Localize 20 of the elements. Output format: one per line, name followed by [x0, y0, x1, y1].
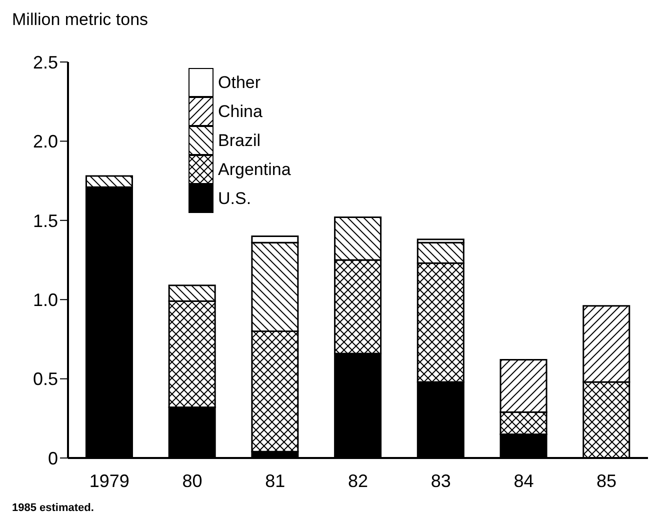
- y-tick-label: 1.5: [32, 210, 58, 231]
- legend-label: Other: [218, 72, 261, 92]
- legend-label: Argentina: [218, 160, 291, 180]
- legend-label: U.S.: [218, 188, 252, 208]
- text: 1985 estimated.: [12, 502, 94, 514]
- legend-label: China: [218, 102, 262, 122]
- x-tick-label: 82: [348, 470, 368, 491]
- y-tick-label: 2.0: [32, 132, 58, 152]
- y-tick-label: 0.5: [32, 369, 58, 390]
- x-tick-label: 85: [596, 470, 617, 491]
- x-tick-label: 80: [182, 470, 202, 491]
- legend-label: Brazil: [218, 130, 261, 150]
- x-tick-label: 84: [514, 470, 534, 491]
- x-tick-label: 1979: [89, 470, 130, 491]
- y-tick-label: 2.5: [32, 52, 58, 72]
- y-axis-title: Million metric tons: [12, 10, 148, 30]
- x-tick-label: 81: [265, 470, 286, 491]
- y-tick-label: 1.0: [32, 290, 58, 310]
- y-tick-label: 0: [48, 448, 58, 468]
- x-tick-label: 83: [430, 470, 451, 491]
